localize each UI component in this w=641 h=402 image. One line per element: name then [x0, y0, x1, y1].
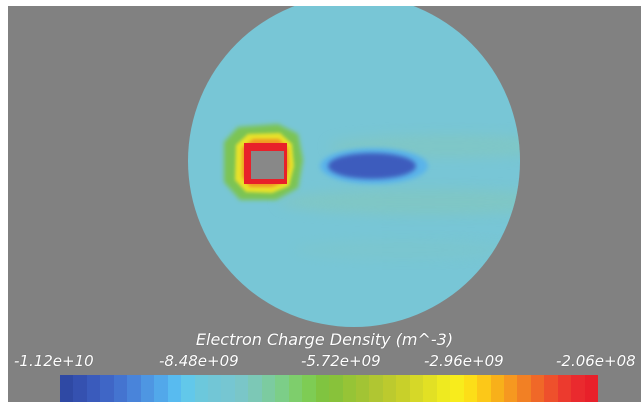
colorbar-swatch [113, 375, 128, 402]
colorbar-swatch [288, 375, 303, 402]
colorbar-swatch [584, 375, 599, 402]
colorbar-tick-label: -2.96e+09 [424, 352, 504, 370]
colorbar-swatch [477, 375, 491, 402]
colorbar-swatch [302, 375, 316, 402]
colorbar [60, 375, 599, 402]
density-field-plot [188, 6, 520, 327]
colorbar-tick-label: -8.48e+09 [159, 352, 239, 370]
colorbar-swatch [167, 375, 182, 402]
colorbar-swatch [181, 375, 195, 402]
colorbar-title: Electron Charge Density (m^-3) [195, 330, 454, 349]
colorbar-swatch [355, 375, 370, 402]
colorbar-swatch [207, 375, 222, 402]
colorbar-swatch [127, 375, 141, 402]
colorbar-swatch [342, 375, 356, 402]
colorbar-swatch [100, 375, 114, 402]
wake-streak-lower [278, 189, 520, 215]
colorbar-swatch [234, 375, 249, 402]
colorbar-swatch [436, 375, 451, 402]
plot-stage: Electron Charge Density (m^-3) -1.12e+10… [8, 6, 641, 402]
colorbar-swatch [60, 375, 74, 402]
colorbar-swatch [315, 375, 330, 402]
colorbar-tick-label: -2.06e+08 [556, 352, 636, 370]
colorbar-tick-label: -1.12e+10 [14, 352, 94, 370]
colorbar-swatch [329, 375, 343, 402]
colorbar-swatch [369, 375, 383, 402]
colorbar-swatch [154, 375, 168, 402]
wake-streak-far [293, 240, 513, 260]
colorbar-swatch [490, 375, 504, 402]
colorbar-swatch [194, 375, 208, 402]
colorbar-ticks: -1.12e+10 -8.48e+09 -5.72e+09 -2.96e+09 … [8, 352, 641, 372]
colorbar-swatch [530, 375, 545, 402]
colorbar-swatch [261, 375, 276, 402]
wake-core [328, 153, 416, 179]
colorbar-swatch [571, 375, 585, 402]
colorbar-swatch [248, 375, 262, 402]
colorbar-swatch [73, 375, 87, 402]
colorbar-swatch [221, 375, 235, 402]
colorbar-swatch [423, 375, 437, 402]
colorbar-swatch [503, 375, 518, 402]
colorbar-swatch [517, 375, 531, 402]
colorbar-swatch [450, 375, 464, 402]
colorbar-swatch [557, 375, 572, 402]
colorbar-swatch [86, 375, 101, 402]
colorbar-swatch [275, 375, 289, 402]
field-features [224, 124, 520, 260]
colorbar-swatch [140, 375, 155, 402]
colorbar-swatch [396, 375, 410, 402]
probe-body [251, 151, 284, 179]
colorbar-swatch [544, 375, 558, 402]
colorbar-swatch [382, 375, 397, 402]
colorbar-tick-label: -5.72e+09 [301, 352, 381, 370]
colorbar-swatch [463, 375, 478, 402]
colorbar-swatch [409, 375, 424, 402]
